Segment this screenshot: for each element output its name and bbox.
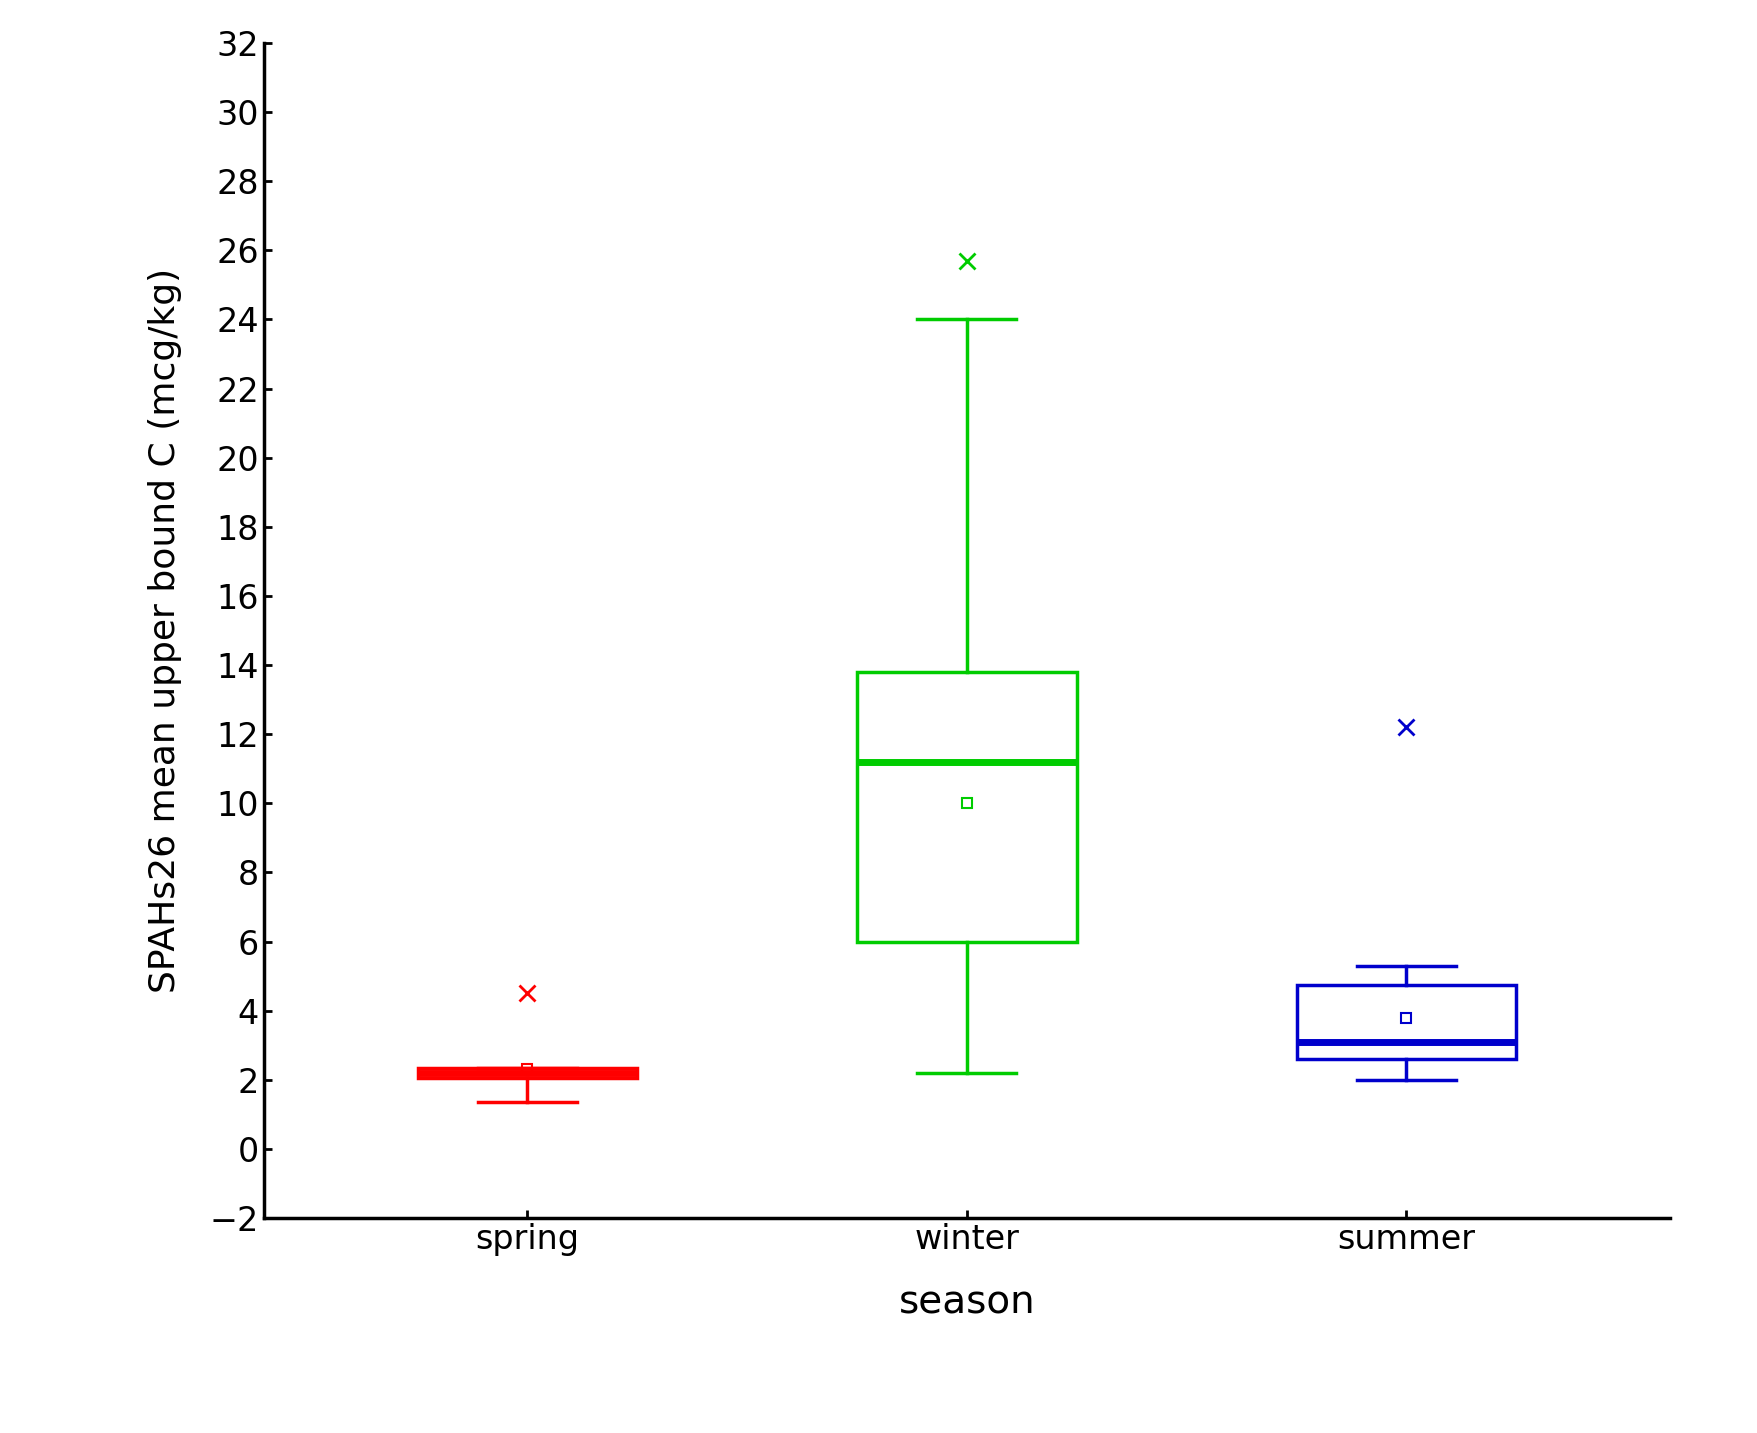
Bar (1295, 984, 1515, 1059)
X-axis label: season: season (898, 1284, 1035, 1321)
Bar (416, 1068, 636, 1078)
Bar (856, 672, 1075, 941)
Y-axis label: SPAHs26 mean upper bound C (mcg/kg): SPAHs26 mean upper bound C (mcg/kg) (148, 268, 181, 993)
